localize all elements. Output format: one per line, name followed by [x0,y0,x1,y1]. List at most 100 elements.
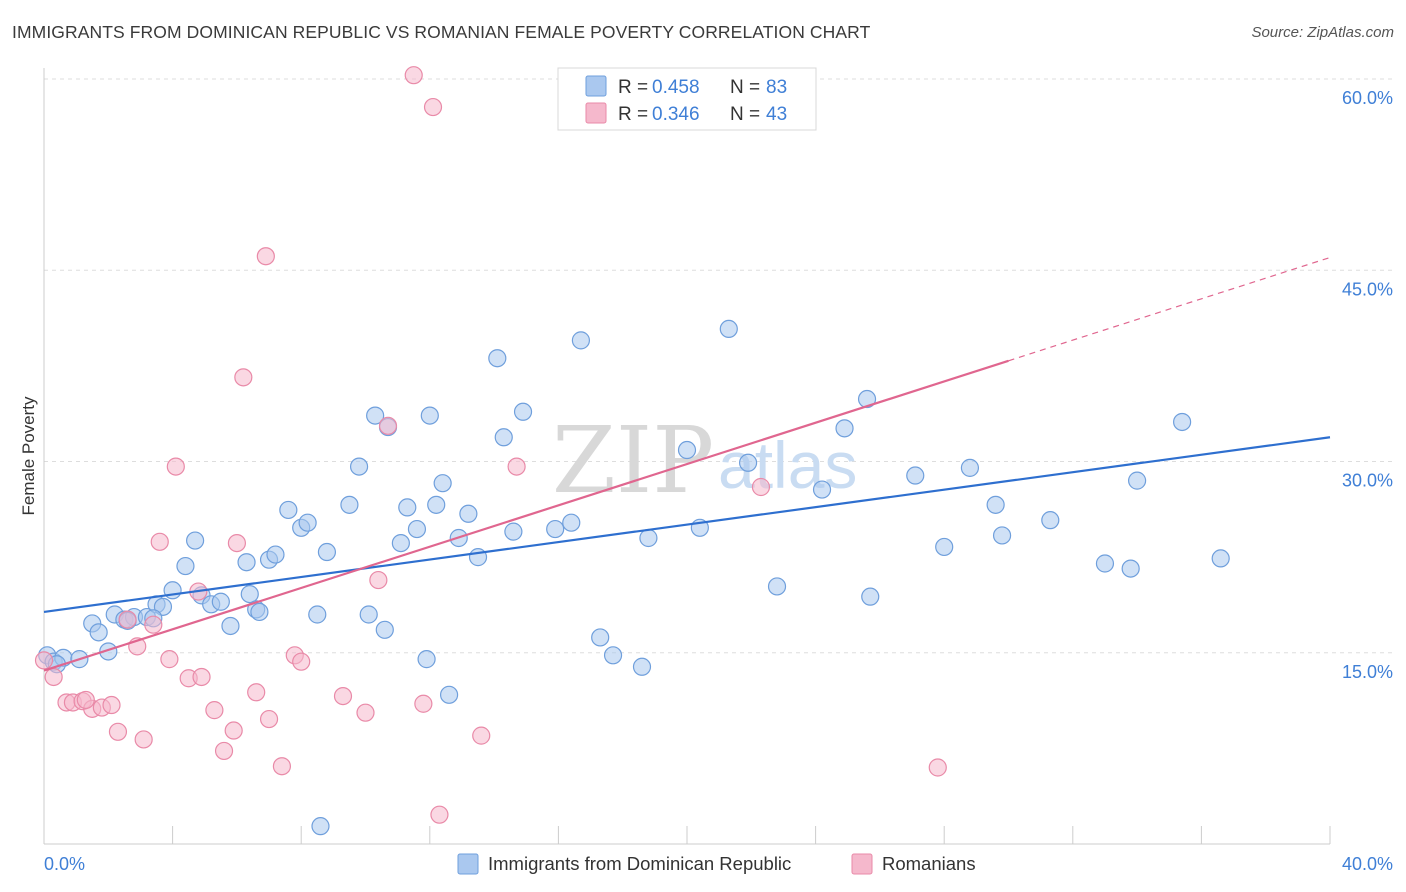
dominican-point-42 [433,474,452,493]
y-tick-label-2: 45.0% [1342,279,1393,299]
romanian-point-15 [166,457,185,476]
y-axis-title: Female Poverty [19,396,38,516]
dominican-point-65 [857,389,877,409]
romanian-point-8 [108,722,128,741]
x-tick-label-max: 40.0% [1342,854,1393,874]
romanian-point-26 [259,709,279,729]
romanian-point-25 [256,247,275,266]
dominican-point-77 [1211,549,1230,568]
dominican-point-6 [99,642,118,661]
romanian-point-18 [192,667,211,687]
legend-r-label-2: R = [618,104,648,125]
gridlines [44,78,1392,654]
romanian-point-9 [118,610,137,629]
dominican-point-32 [359,605,378,624]
legend-n-value-1: 83 [766,77,787,98]
dominican-point-67 [906,466,925,485]
dominican-point-74 [1121,559,1140,578]
dominican-point-48 [494,428,513,447]
stats-legend: R = 0.458 N = 83 R = 0.346 N = 43 [557,67,817,131]
dominican-point-5 [89,623,108,642]
dominican-point-68 [935,537,954,557]
dominican-point-39 [417,650,436,669]
bottom-legend-label-romanian: Romanians [882,853,976,874]
dominican-point-33 [366,406,385,425]
legend-n-label-2: N = [730,104,760,125]
dominican-point-70 [986,495,1005,514]
dominican-point-60 [719,319,738,338]
bottom-legend-label-dominican: Immigrants from Dominican Republic [488,853,791,874]
dominican-point-80 [311,817,330,836]
romanian-trend-line [43,359,1009,672]
dominican-point-58 [677,440,697,460]
series-legend: Immigrants from Dominican Republic Roman… [457,853,976,875]
dominican-point-27 [298,513,317,532]
romanian-point-22 [227,533,246,553]
dominican-point-40 [420,406,439,425]
x-tick-label-min: 0.0% [44,854,85,874]
dominican-point-56 [632,657,652,676]
dominican-point-61 [738,453,758,472]
romanian-point-23 [234,368,253,387]
dominican-trend-line [43,436,1331,614]
dominican-point-52 [562,513,581,532]
legend-swatch-romanian [585,102,607,124]
legend-r-value-2: 0.346 [652,104,700,125]
watermark: ZIP atlas [552,407,857,514]
romanian-point-34 [414,694,433,713]
dominican-point-71 [992,526,1012,545]
legend-r-value-1: 0.458 [652,77,700,98]
romanian-point-29 [292,652,311,671]
dominican-point-64 [835,419,854,438]
legend-n-value-2: 43 [766,104,787,125]
dominican-point-28 [308,605,327,624]
romanian-point-40 [928,758,947,777]
romanian-point-35 [404,66,423,85]
romanian-point-30 [333,686,353,706]
romanian-point-38 [507,457,526,476]
dominican-point-55 [603,646,623,665]
y-tick-labels: 15.0% 30.0% 45.0% 60.0% [1342,88,1393,682]
dominican-point-69 [960,458,980,477]
y-tick-label-1: 30.0% [1342,471,1393,491]
bottom-legend-swatch-dominican [457,853,479,875]
romanian-point-42 [76,690,95,710]
dominican-point-30 [340,495,359,514]
romanian-point-1 [44,667,63,687]
romanian-point-13 [150,532,169,551]
romanian-point-33 [369,570,388,590]
dominican-point-20 [237,553,256,572]
trend-lines [43,256,1331,672]
dominican-point-62 [767,577,787,596]
dominican-point-43 [439,685,459,704]
dominican-point-21 [240,584,259,604]
dominican-point-50 [513,402,533,421]
dominican-point-38 [407,519,427,539]
legend-n-label-1: N = [730,77,760,98]
dominican-point-19 [221,616,240,636]
romanian-point-14 [160,650,179,669]
romanian-point-41 [430,805,449,824]
dominican-point-18 [211,592,230,611]
y-tick-label-0: 15.0% [1342,662,1393,682]
dominican-point-76 [1173,412,1192,432]
romanian-point-27 [272,757,292,776]
dominican-point-57 [639,528,658,548]
bottom-legend-swatch-romanian [851,853,873,875]
romanian-point-7 [102,695,121,715]
romanian-point-21 [224,721,243,740]
romanian-point-11 [134,730,153,749]
dominican-point-41 [427,495,446,514]
source-label: Source: ZipAtlas.com [1251,24,1394,41]
dominican-point-53 [571,331,591,350]
dominican-point-14 [176,556,195,576]
dominican-point-34 [375,620,394,639]
dominican-point-51 [546,519,565,539]
dominican-point-81 [250,602,269,622]
chart-title: IMMIGRANTS FROM DOMINICAN REPUBLIC VS RO… [12,22,871,42]
dominican-point-73 [1095,554,1115,573]
dominican-point-29 [317,542,337,562]
romanian-point-20 [214,741,234,761]
romanian-point-0 [34,651,54,670]
romanian-point-32 [378,416,398,435]
